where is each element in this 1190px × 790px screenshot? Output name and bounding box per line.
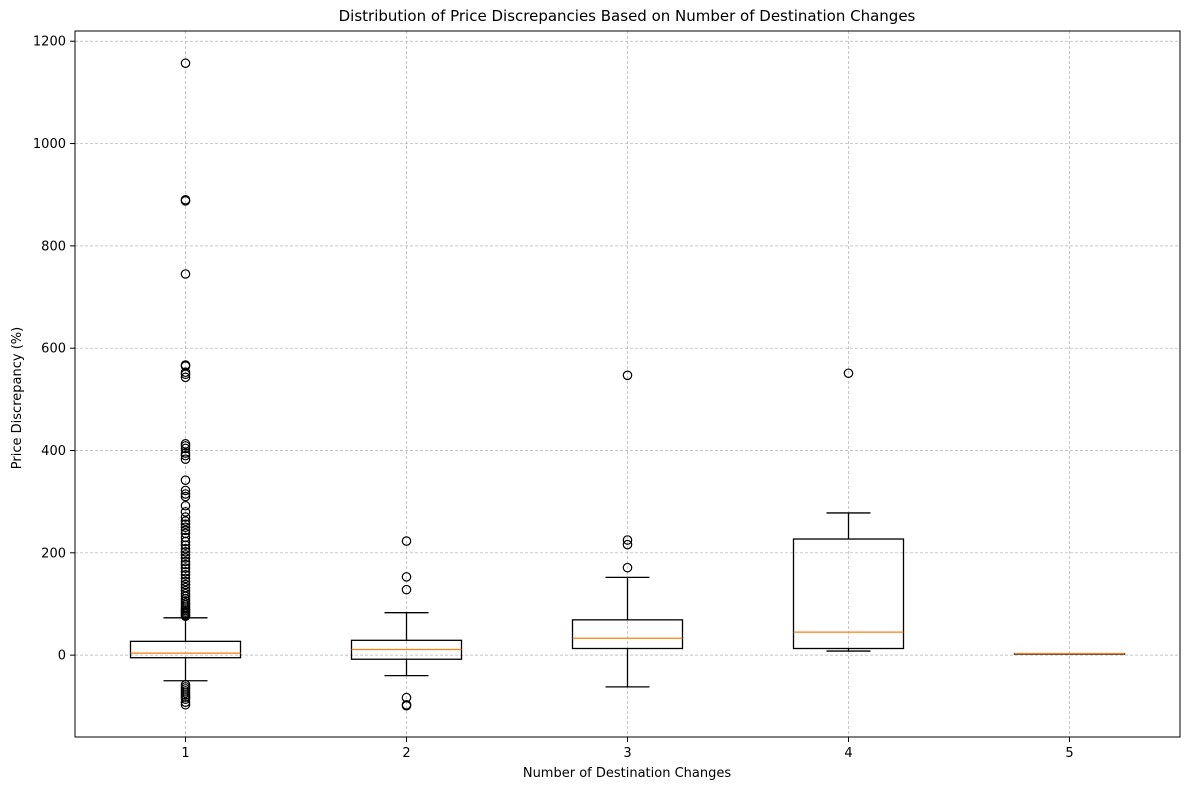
outlier-point xyxy=(180,697,191,708)
outlier-point xyxy=(180,573,191,584)
y-tick-label: 800 xyxy=(41,239,66,254)
y-tick-label: 0 xyxy=(58,649,66,664)
outlier-point xyxy=(180,559,191,570)
outlier-point xyxy=(180,196,191,206)
outlier-point xyxy=(401,584,412,595)
outlier-point xyxy=(180,543,191,554)
box-group-3 xyxy=(571,370,684,688)
outlier-point xyxy=(180,694,191,704)
outlier-point xyxy=(180,507,191,517)
iqr-box xyxy=(571,619,684,650)
outlier-point xyxy=(180,519,191,529)
x-tick-label: 4 xyxy=(844,746,852,761)
x-tick-label: 5 xyxy=(1065,746,1073,761)
outlier-point xyxy=(180,611,191,622)
outlier-point xyxy=(180,454,191,465)
outlier-point xyxy=(180,369,191,380)
outlier-point xyxy=(180,556,191,567)
outlier-point xyxy=(180,525,191,536)
x-tick-label: 1 xyxy=(181,746,189,761)
outlier-point xyxy=(180,566,191,577)
iqr-box xyxy=(129,640,242,659)
outlier-point xyxy=(622,539,633,550)
box-group-4 xyxy=(792,368,905,652)
outlier-point xyxy=(180,576,191,587)
box-group-1 xyxy=(129,58,242,710)
y-tick-label: 1000 xyxy=(33,137,66,152)
outlier-point xyxy=(180,540,191,550)
outlier-point xyxy=(622,370,633,381)
x-tick-label: 3 xyxy=(623,746,631,761)
y-tick-label: 400 xyxy=(41,444,66,459)
y-tick-label: 200 xyxy=(41,546,66,561)
outlier-point xyxy=(180,588,191,599)
outlier-point xyxy=(180,441,191,451)
outlier-point xyxy=(180,448,191,458)
outlier-point xyxy=(180,570,191,580)
y-tick-label: 1200 xyxy=(33,35,66,50)
axis-ticks: 0 200 400 600 800 1000 1200 1 2 3 4 5 xyxy=(33,35,1074,761)
box-group-5 xyxy=(1013,652,1126,655)
outlier-point xyxy=(180,475,191,485)
outlier-point xyxy=(180,699,191,710)
outlier-point xyxy=(180,522,191,533)
outlier-point xyxy=(843,368,854,379)
outlier-point xyxy=(401,536,412,546)
outlier-point xyxy=(180,512,191,522)
outlier-point xyxy=(180,485,191,496)
outlier-point xyxy=(622,562,633,573)
outlier-point xyxy=(180,516,191,526)
outlier-point xyxy=(180,563,191,573)
x-axis-label: Number of Destination Changes xyxy=(523,766,732,781)
x-tick-label: 2 xyxy=(402,746,410,761)
outlier-point xyxy=(622,535,633,545)
y-axis-label: Price Discrepancy (%) xyxy=(10,327,25,469)
grid-lines xyxy=(75,31,1180,737)
chart-title: Distribution of Price Discrepancies Base… xyxy=(339,7,916,25)
outlier-point xyxy=(180,500,191,511)
outlier-point xyxy=(401,700,412,711)
outlier-point xyxy=(180,491,191,502)
box-group-2 xyxy=(350,536,463,711)
outlier-point xyxy=(180,550,191,560)
outlier-point xyxy=(180,536,191,547)
outlier-point xyxy=(401,572,412,582)
y-tick-label: 600 xyxy=(41,342,66,357)
outlier-point xyxy=(180,269,191,279)
outlier-point xyxy=(180,372,191,383)
outlier-point xyxy=(180,579,191,590)
iqr-box xyxy=(792,538,905,650)
outlier-point xyxy=(180,547,191,557)
outlier-point xyxy=(180,450,191,461)
outlier-point xyxy=(180,532,191,543)
outlier-point xyxy=(180,443,191,454)
outlier-point xyxy=(180,489,191,499)
outlier-point xyxy=(180,58,191,69)
outlier-point xyxy=(180,553,191,563)
boxes xyxy=(129,58,1126,711)
